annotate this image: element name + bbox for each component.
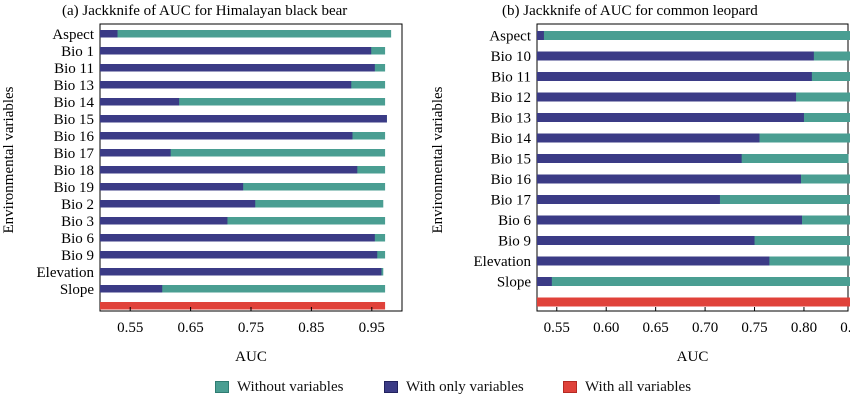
category-label: Bio 3 xyxy=(61,214,94,230)
x-tick-label: 0.85 xyxy=(840,320,850,336)
category-label: Aspect xyxy=(489,29,531,45)
x-tick-label: 0.75 xyxy=(741,320,767,336)
bar-with-only-variable xyxy=(100,30,118,38)
category-label: Bio 16 xyxy=(491,172,532,188)
bar-with-only-variable xyxy=(100,64,375,72)
plot-frame-b xyxy=(536,23,849,312)
y-axis-label-left: Environmental variables xyxy=(1,86,17,233)
legend-swatch-without xyxy=(215,381,229,393)
bar-with-only-variable xyxy=(537,195,720,204)
legend-swatch-with-all xyxy=(563,381,577,393)
category-label: Bio 14 xyxy=(54,95,95,111)
x-tick-label: 0.65 xyxy=(177,320,203,336)
bar-with-only-variable xyxy=(537,277,552,286)
bar-with-only-variable xyxy=(537,133,760,143)
category-label: Bio 14 xyxy=(491,131,532,147)
category-label: Bio 19 xyxy=(54,180,94,196)
bar-with-only-variable xyxy=(100,98,180,106)
chart-title-a: (a) Jackknife of AUC for Himalayan black… xyxy=(62,3,347,19)
category-label: Bio 17 xyxy=(491,193,532,209)
category-label: Bio 13 xyxy=(54,78,94,94)
category-label: Bio 17 xyxy=(54,146,95,162)
panel-b-chart: (b) Jackknife of AUC for common leopard A… xyxy=(474,3,850,365)
bar-with-only-variable xyxy=(100,268,382,276)
category-label: Bio 15 xyxy=(54,112,94,128)
x-tick-label: 0.75 xyxy=(238,320,264,336)
bar-with-only-variable xyxy=(100,217,228,225)
bar-with-only-variable xyxy=(537,113,804,122)
bar-with-only-variable xyxy=(537,215,802,225)
bar-with-only-variable xyxy=(537,92,797,102)
legend-item-with-only: With only variables xyxy=(384,377,524,397)
chart-title-b: (b) Jackknife of AUC for common leopard xyxy=(502,3,758,19)
legend-label-without: Without variables xyxy=(237,378,344,395)
category-label: Bio 15 xyxy=(491,152,531,168)
panel-a-chart: (a) Jackknife of AUC for Himalayan black… xyxy=(37,3,403,365)
bar-without-variable xyxy=(100,149,386,157)
x-axis-label-b: AUC xyxy=(677,349,709,365)
category-label: Bio 9 xyxy=(498,234,531,250)
bar-with-only-variable xyxy=(100,149,171,157)
bar-with-only-variable xyxy=(100,115,387,123)
legend-swatch-with-only xyxy=(384,381,398,393)
bar-with-only-variable xyxy=(537,51,814,61)
category-label: Bio 16 xyxy=(54,129,95,145)
category-label: Bio 10 xyxy=(491,49,531,65)
legend: Without variables With only variables Wi… xyxy=(0,377,850,397)
x-tick-label: 0.80 xyxy=(791,320,817,336)
bar-with-only-variable xyxy=(100,285,163,293)
bar-without-variable xyxy=(100,98,386,106)
bar-with-only-variable xyxy=(100,81,352,89)
bar-with-only-variable xyxy=(100,234,375,242)
bar-with-only-variable xyxy=(100,183,244,191)
category-label: Elevation xyxy=(37,265,95,281)
bar-with-all-variables xyxy=(100,302,386,310)
bar-with-only-variable xyxy=(100,132,353,140)
category-label: Bio 1 xyxy=(61,44,94,60)
bar-with-all-variables xyxy=(537,297,850,307)
legend-label-with-all: With all variables xyxy=(585,378,692,395)
legend-label-with-only: With only variables xyxy=(406,378,524,395)
y-axis-label-right: Environmental variables xyxy=(430,86,446,233)
bar-with-only-variable xyxy=(537,174,801,184)
category-label: Bio 11 xyxy=(491,70,531,86)
bar-with-only-variable xyxy=(537,31,544,40)
bar-without-variable xyxy=(100,30,392,38)
legend-item-without: Without variables xyxy=(215,377,343,397)
bar-without-variable xyxy=(100,285,386,293)
x-tick-label: 0.55 xyxy=(117,320,143,336)
bar-with-only-variable xyxy=(537,154,742,163)
category-label: Bio 13 xyxy=(491,111,531,127)
x-tick-label: 0.65 xyxy=(643,320,669,336)
x-tick-label: 0.55 xyxy=(544,320,570,336)
bar-with-only-variable xyxy=(537,236,755,245)
bar-with-only-variable xyxy=(100,47,372,55)
bar-with-only-variable xyxy=(100,200,256,208)
x-tick-label: 0.70 xyxy=(692,320,718,336)
category-label: Bio 6 xyxy=(61,231,94,247)
x-axis-label-a: AUC xyxy=(235,349,267,365)
category-label: Bio 18 xyxy=(54,163,94,179)
category-label: Aspect xyxy=(52,27,94,43)
category-label: Elevation xyxy=(474,254,532,270)
category-label: Slope xyxy=(60,282,95,298)
x-tick-label: 0.85 xyxy=(298,320,324,336)
bar-without-variable xyxy=(100,217,386,225)
bar-without-variable xyxy=(537,31,850,40)
bar-without-variable xyxy=(537,277,850,286)
category-label: Bio 9 xyxy=(61,248,94,264)
category-label: Bio 11 xyxy=(54,61,94,77)
bar-with-only-variable xyxy=(100,166,358,174)
bar-with-only-variable xyxy=(537,72,812,81)
category-label: Slope xyxy=(497,275,532,291)
category-label: Bio 6 xyxy=(498,213,531,229)
bar-with-only-variable xyxy=(537,256,770,266)
category-label: Bio 12 xyxy=(491,90,531,106)
x-tick-label: 0.95 xyxy=(359,320,385,336)
category-label: Bio 2 xyxy=(61,197,94,213)
legend-item-with-all: With all variables xyxy=(563,377,691,397)
bar-with-only-variable xyxy=(100,251,378,259)
x-tick-label: 0.60 xyxy=(593,320,619,336)
